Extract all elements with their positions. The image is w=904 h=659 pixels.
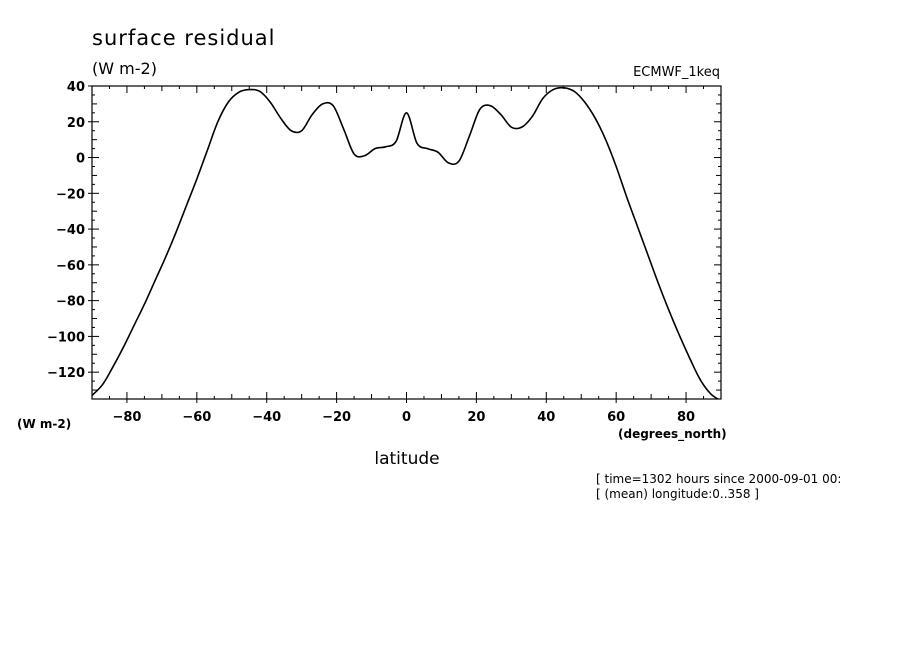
x-tick-label: −20 xyxy=(322,410,351,425)
x-tick-label: −80 xyxy=(112,410,141,425)
x-tick-label: 40 xyxy=(537,410,555,425)
y-tick-label: −60 xyxy=(56,259,85,274)
dataset-label: ECMWF_1keq xyxy=(633,65,720,80)
y-tick-label: −20 xyxy=(56,187,85,202)
y-units-label: (W m-2) xyxy=(17,417,71,431)
y-tick-label: −100 xyxy=(47,330,85,345)
plot-frame xyxy=(91,85,722,400)
x-tick-label: −40 xyxy=(252,410,281,425)
chart-title: surface residual xyxy=(92,26,276,50)
y-tick-label: −40 xyxy=(56,223,85,238)
time-info: [ time=1302 hours since 2000-09-01 00: xyxy=(596,472,841,486)
tick-label-group: −80 −60 −40 −20 0 20 40 60 80 40 20 0 −20 −40 −60 −80 −1… xyxy=(47,80,695,425)
x-tick-label: 60 xyxy=(607,410,625,425)
x-axis-label: latitude xyxy=(374,449,439,469)
y-tick-label: 40 xyxy=(67,80,85,95)
y-tick-label: −80 xyxy=(56,295,85,310)
x-tick-label: 80 xyxy=(677,410,695,425)
longitude-info: [ (mean) longitude:0..358 ] xyxy=(596,487,759,501)
y-tick-label: 20 xyxy=(67,116,85,131)
tick-group xyxy=(88,85,721,403)
x-tick-label: 20 xyxy=(467,410,485,425)
y-tick-label: 0 xyxy=(76,152,85,167)
y-tick-label: −120 xyxy=(47,366,85,381)
units-label: (W m-2) xyxy=(92,59,157,78)
x-units-label: (degrees_north) xyxy=(618,427,727,442)
x-tick-label: 0 xyxy=(402,410,411,425)
x-tick-label: −60 xyxy=(182,410,211,425)
series-line xyxy=(92,86,720,399)
